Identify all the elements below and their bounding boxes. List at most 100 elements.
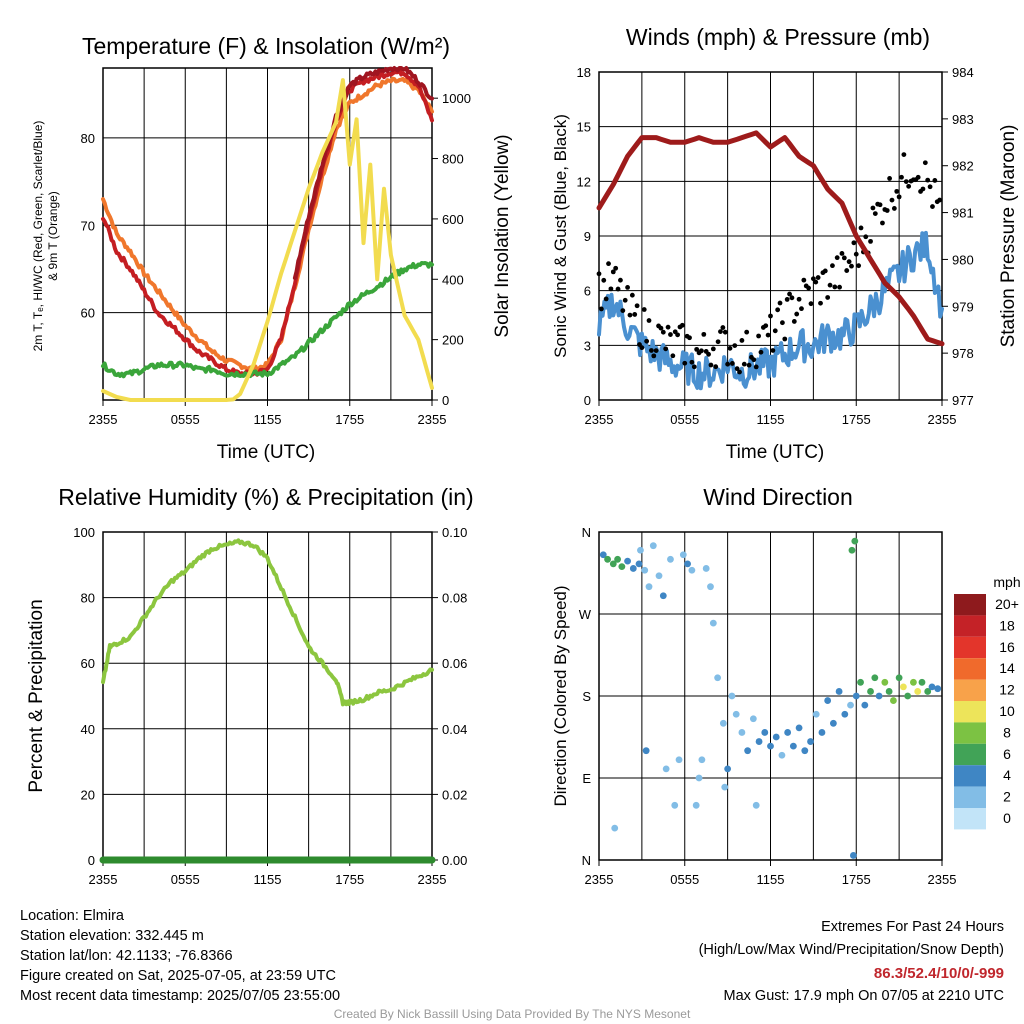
legend-swatch [954, 722, 986, 744]
winds-gust-point [653, 348, 659, 354]
rh-ylabel: Percent & Precipitation [26, 599, 47, 792]
wdir-point [749, 715, 757, 723]
wdir-point [695, 774, 703, 782]
legend-label: 16 [999, 639, 1015, 655]
recent-timestamp: Most recent data timestamp: 2025/07/05 2… [20, 988, 341, 1004]
winds-gust-point [651, 353, 657, 359]
rh-xtick-label: 1755 [335, 872, 364, 887]
winds-gust-point [789, 295, 795, 301]
wdir-point [714, 674, 722, 682]
legend-label: 20+ [995, 596, 1019, 612]
winds-gust-point [739, 338, 745, 343]
winds-gust-point [832, 284, 838, 290]
wdir-point [679, 551, 687, 559]
winds-gust-point [720, 325, 726, 330]
winds-gust-point [868, 238, 873, 244]
rh-panel: Relative Humidity (%) & Precipitation (i… [26, 484, 474, 887]
legend-swatch [954, 615, 986, 637]
rh-y2tick-label: 0.10 [442, 525, 467, 540]
winds-gust-point [658, 325, 664, 331]
wdir-point [867, 688, 874, 695]
winds-gust-point [713, 364, 719, 370]
temp-y2tick-label: 200 [442, 333, 464, 348]
winds-gust-point [806, 285, 812, 291]
winds-gust-point [889, 197, 895, 203]
legend-label: 8 [1003, 724, 1011, 740]
temp-xtick-label: 2355 [89, 412, 118, 427]
winds-y2tick-label: 979 [952, 299, 974, 314]
winds-gust-point [725, 361, 731, 367]
winds-gust-point [763, 323, 769, 329]
wdir-point [709, 619, 717, 627]
wdir-point [732, 710, 740, 718]
extremes-values: 86.3/52.4/10/0/-999 [873, 965, 1004, 982]
wdir-ytick-label: W [579, 607, 592, 622]
winds-gust-point [777, 300, 783, 306]
wdir-point [684, 560, 692, 568]
winds-gust-point [649, 348, 654, 353]
winds-y2tick-label: 980 [952, 252, 974, 267]
station-location: Location: Elmira [20, 908, 124, 924]
winds-gust-point [770, 348, 776, 353]
winds-gust-point [851, 240, 857, 246]
winds-ytick-label: 9 [584, 229, 591, 244]
winds-gust-point [891, 206, 897, 211]
winds-gust-point [646, 318, 652, 323]
wdir-point [841, 710, 849, 718]
rh-y2tick-label: 0.06 [442, 656, 467, 671]
wdir-point [649, 542, 657, 550]
wdir-point [784, 729, 792, 736]
winds-gust-point [622, 297, 628, 303]
winds-gust-point [915, 174, 921, 180]
winds-gust-point [598, 306, 604, 312]
temp-xtick-label: 1755 [335, 412, 364, 427]
winds-gust-point [644, 338, 650, 344]
wdir-point [928, 683, 936, 691]
legend-label: 18 [999, 617, 1015, 633]
winds-gust-point [894, 188, 900, 194]
winds-gust-point [625, 284, 630, 290]
wdir-point [611, 824, 619, 832]
winds-gust-point [827, 282, 833, 288]
winds-gust-point [849, 263, 854, 269]
temp-ytick-label: 60 [81, 306, 95, 321]
winds-gust-point [920, 186, 926, 192]
winds-gust-point [787, 291, 792, 297]
winds-gust-point [830, 263, 835, 269]
temp-ytick-label: 70 [81, 218, 95, 233]
wdir-point [885, 688, 893, 695]
winds-ytick-label: 6 [584, 284, 591, 299]
winds-gust-point [756, 333, 761, 339]
wdir-point [849, 852, 857, 859]
temp-y2tick-label: 1000 [442, 91, 471, 106]
winds-gust-point [615, 286, 621, 292]
winds-gust-point [629, 292, 635, 298]
wdir-point [675, 756, 683, 764]
temp-title: Temperature (F) & Insolation (W/m²) [82, 33, 450, 59]
temp-y2tick-label: 400 [442, 272, 464, 287]
winds-ytick-label: 0 [584, 393, 591, 408]
wdir-point [744, 747, 752, 755]
winds-gust-point [799, 306, 804, 312]
winds-gust-point [930, 204, 935, 209]
wdir-point [801, 747, 809, 755]
winds-gust-point [906, 183, 912, 189]
winds-gust-point [706, 351, 711, 357]
wdir-point [707, 583, 714, 591]
winds-gust-point [837, 284, 842, 290]
wdir-point [848, 546, 856, 554]
wdir-point [702, 565, 710, 572]
temp-y2tick-label: 600 [442, 212, 464, 227]
winds-gust-point [834, 255, 840, 261]
rh-xtick-label: 2355 [89, 872, 118, 887]
legend-swatch [954, 679, 986, 701]
winds-y2tick-label: 981 [952, 206, 974, 221]
wdir-ytick-label: S [582, 689, 591, 704]
winds-gust-point [784, 297, 790, 302]
wdir-point [934, 685, 942, 693]
winds-gust-point [691, 364, 697, 370]
wdir-point [789, 742, 797, 750]
winds-gust-point [687, 335, 692, 341]
winds-gust-point [634, 303, 640, 309]
legend-label: 6 [1003, 746, 1011, 762]
